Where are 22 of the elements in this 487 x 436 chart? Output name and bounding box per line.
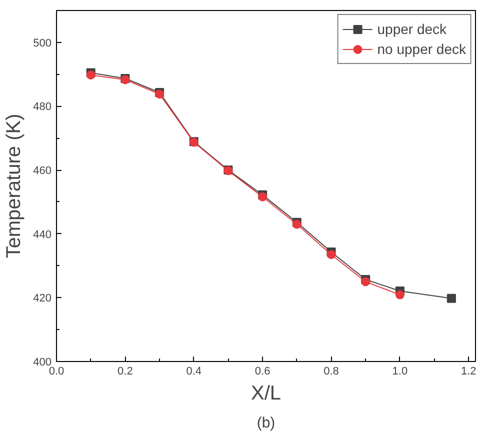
y-tick-label: 420: [33, 292, 52, 305]
x-tick-label: 0.4: [186, 366, 202, 378]
x-tick-label: 1.2: [460, 366, 476, 378]
y-tick-label: 460: [33, 165, 52, 178]
legend-label: upper deck: [377, 21, 447, 37]
text: (b): [256, 414, 276, 432]
y-tick-label: 500: [33, 37, 52, 50]
x-tick-label: 0.2: [118, 366, 133, 378]
x-tick-label: 0.0: [48, 366, 64, 378]
x-axis-title: X/L: [250, 382, 282, 404]
y-tick-label: 400: [33, 356, 52, 368]
legend-label: no upper deck: [377, 41, 466, 57]
point: [361, 277, 370, 286]
y-tick-label: 440: [33, 228, 52, 241]
y-tick-label: 480: [33, 101, 52, 114]
point: [446, 294, 456, 303]
point: [395, 290, 404, 300]
y-axis-title: Temperature (K): [3, 114, 26, 258]
point: [326, 250, 336, 260]
x-tick-label: 0.8: [324, 366, 339, 378]
x-tick-label: 1.0: [392, 366, 408, 378]
x-tick-label: 0.6: [254, 366, 270, 378]
